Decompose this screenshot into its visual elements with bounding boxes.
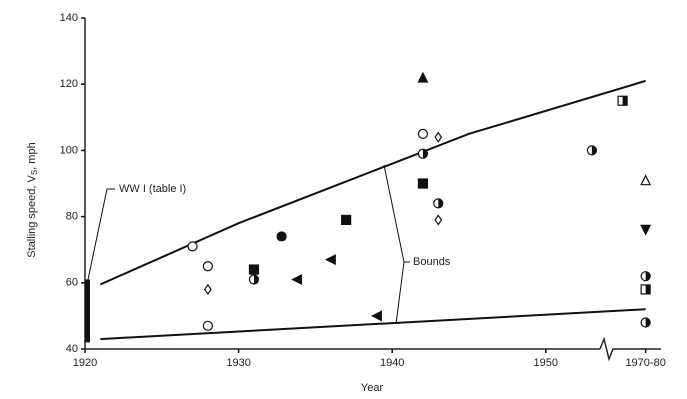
point [370, 310, 382, 322]
ww1-range [85, 279, 90, 343]
y-label-part: Stalling speed, V [26, 174, 38, 257]
x-tick-label: 1970-80 [625, 357, 665, 369]
point [276, 231, 287, 242]
point-half [622, 96, 628, 106]
point [341, 214, 352, 226]
point [640, 224, 652, 236]
y-label-sub: S [30, 170, 39, 175]
point [203, 283, 212, 295]
point-half [438, 198, 443, 208]
y-tick-label: 100 [60, 144, 78, 156]
point [417, 71, 429, 83]
annotation: Bounds [413, 256, 451, 268]
point-half [645, 284, 651, 294]
y-tick-label: 40 [66, 343, 78, 355]
point [417, 128, 429, 139]
x-tick-label: 1930 [226, 357, 250, 369]
point-half [591, 145, 597, 155]
point [187, 241, 198, 252]
x-tick-label: 1950 [534, 357, 558, 369]
point [291, 274, 303, 285]
point-half [253, 274, 259, 284]
x-tick-label: 1920 [73, 357, 97, 369]
leader-line [383, 164, 405, 325]
point [640, 174, 652, 186]
point-half [422, 149, 428, 159]
point [202, 320, 213, 331]
leader-line [87, 188, 115, 280]
x-tick-label: 1940 [380, 357, 404, 369]
y-tick-label: 120 [60, 78, 78, 90]
point [202, 261, 213, 272]
point [434, 131, 443, 143]
bound-line [100, 308, 646, 341]
point [434, 214, 443, 226]
y-label-part: , mph [26, 142, 38, 170]
annotation: WW I (table I) [119, 183, 186, 195]
point-half [645, 318, 651, 328]
point [324, 254, 336, 266]
y-axis-label: Stalling speed, VS, mph [26, 142, 39, 257]
y-tick-label: 80 [66, 211, 78, 223]
x-axis-label: Year [361, 382, 384, 394]
axis-break [599, 336, 617, 362]
point-half [645, 271, 651, 281]
point [248, 264, 260, 275]
y-tick-label: 60 [66, 277, 78, 289]
point [417, 178, 429, 189]
y-tick-label: 140 [60, 12, 78, 24]
